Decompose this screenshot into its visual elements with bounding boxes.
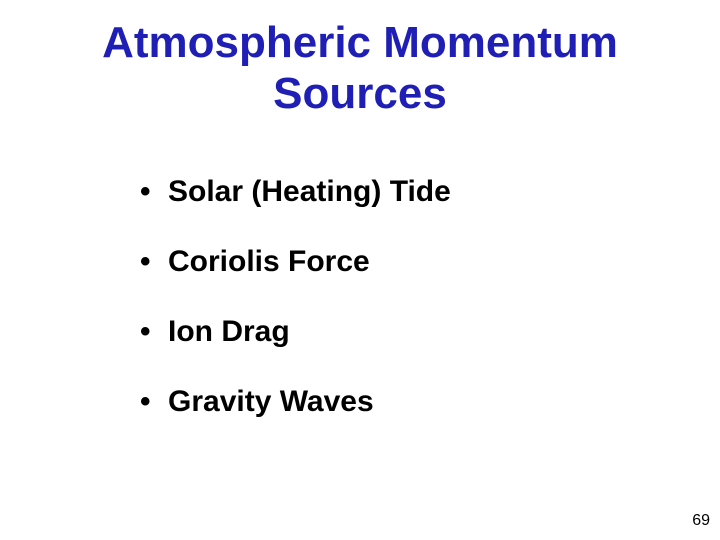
title-line-1: Atmospheric Momentum [102, 18, 618, 67]
list-item-label: Coriolis Force [168, 245, 370, 278]
list-item: Gravity Waves [140, 385, 451, 419]
list-item: Solar (Heating) Tide [140, 175, 451, 209]
list-item-label: Gravity Waves [168, 385, 374, 418]
slide: Atmospheric Momentum Sources Solar (Heat… [0, 0, 720, 540]
slide-title: Atmospheric Momentum Sources [0, 0, 720, 119]
list-item-label: Ion Drag [168, 315, 290, 348]
bullet-list: Solar (Heating) Tide Coriolis Force Ion … [140, 175, 451, 455]
list-item-label: Solar (Heating) Tide [168, 175, 451, 208]
title-line-2: Sources [273, 69, 447, 118]
list-item: Ion Drag [140, 315, 451, 349]
page-number: 69 [692, 512, 710, 530]
list-item: Coriolis Force [140, 245, 451, 279]
